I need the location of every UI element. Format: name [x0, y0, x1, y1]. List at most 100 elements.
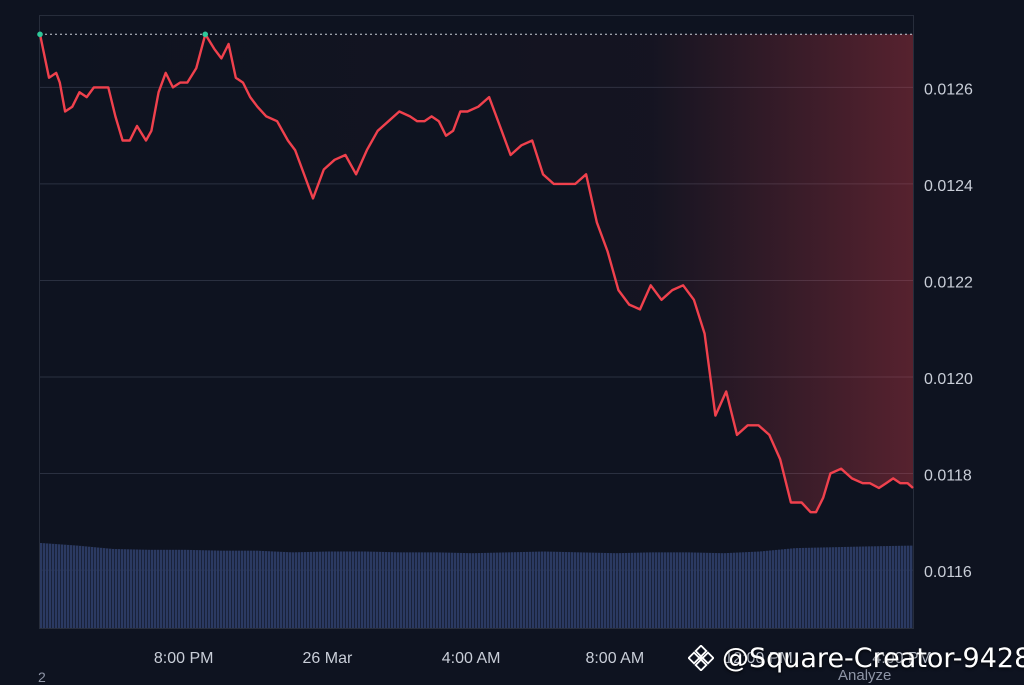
x-tick-label: 26 Mar: [303, 650, 353, 667]
volume-bar: [70, 545, 73, 628]
volume-bar: [49, 543, 52, 628]
volume-bar: [205, 550, 208, 628]
volume-bar: [556, 551, 559, 628]
volume-bar: [64, 544, 67, 628]
volume-bar: [463, 553, 466, 628]
volume-bar: [412, 552, 415, 628]
volume-bar: [607, 553, 610, 628]
volume-bar: [331, 551, 334, 628]
volume-bar: [877, 546, 880, 628]
volume-bar: [352, 551, 355, 628]
volume-bar: [874, 546, 877, 628]
volume-bar: [529, 551, 532, 628]
corner-label: 2: [38, 669, 46, 685]
volume-bar: [724, 553, 727, 628]
volume-bar: [79, 545, 82, 628]
x-tick-label: 8:00 AM: [585, 650, 644, 667]
volume-bar: [214, 550, 217, 628]
volume-bar: [670, 552, 673, 628]
volume-bar: [313, 551, 316, 628]
volume-bar: [688, 552, 691, 628]
volume-bar: [235, 550, 238, 628]
volume-bar: [130, 549, 133, 628]
volume-bar: [436, 552, 439, 628]
volume-bar: [271, 551, 274, 628]
volume-bar: [664, 552, 667, 628]
volume-bar: [880, 546, 883, 628]
volume-bar: [769, 550, 772, 628]
volume-bar: [838, 547, 841, 628]
volume-bar: [601, 552, 604, 628]
volume-bar: [505, 552, 508, 628]
volume-bar: [52, 543, 55, 628]
y-tick-label: 0.0124: [924, 178, 973, 195]
y-axis-ticks: 0.0126 0.0124 0.0122 0.0120 0.0118 0.0116: [924, 81, 973, 581]
volume-bar: [595, 552, 598, 628]
analyze-link[interactable]: Analyze: [838, 667, 892, 684]
volume-bar: [619, 553, 622, 628]
volume-bar: [718, 553, 721, 628]
volume-bar: [58, 544, 61, 628]
volume-bar: [370, 551, 373, 628]
volume-bar: [802, 547, 805, 628]
volume-bar: [211, 550, 214, 628]
volume-bar: [94, 547, 97, 628]
volume-bar: [871, 546, 874, 628]
volume-bar: [358, 551, 361, 628]
volume-bar: [709, 552, 712, 628]
volume-bar: [697, 552, 700, 628]
volume-bar: [661, 552, 664, 628]
volume-bar: [145, 549, 148, 628]
volume-bar: [646, 552, 649, 628]
volume-bar: [397, 552, 400, 628]
volume-bar: [151, 549, 154, 628]
volume-bar: [208, 550, 211, 628]
volume-bar: [292, 552, 295, 628]
volume-bar: [325, 551, 328, 628]
volume-bar: [889, 545, 892, 628]
volume-bar: [721, 553, 724, 628]
volume-bar: [76, 545, 79, 628]
volume-bar: [187, 549, 190, 628]
volume-bar: [493, 552, 496, 628]
volume-bar: [511, 552, 514, 628]
volume-bar: [817, 547, 820, 628]
volume-bar: [82, 546, 85, 628]
volume-bar: [112, 548, 115, 628]
volume-bar: [382, 551, 385, 628]
volume-bar: [85, 546, 88, 628]
volume-bar: [715, 553, 718, 628]
volume-bar: [655, 552, 658, 628]
volume-bar: [790, 548, 793, 628]
volume-bar: [448, 552, 451, 628]
volume-bar: [829, 547, 832, 628]
volume-bar: [760, 551, 763, 628]
volume-bar: [667, 552, 670, 628]
volume-bar: [742, 552, 745, 628]
volume-bar: [763, 551, 766, 628]
volume-bar: [757, 551, 760, 628]
volume-bar: [349, 551, 352, 628]
volume-bar: [157, 549, 160, 628]
volume-bar: [694, 552, 697, 628]
volume-bar: [55, 544, 58, 628]
volume-bar: [88, 546, 91, 628]
volume-bar: [805, 547, 808, 628]
volume-bar: [277, 551, 280, 628]
volume-bar: [520, 552, 523, 628]
x-tick-label: 4:00 AM: [442, 650, 501, 667]
volume-bar: [73, 545, 76, 628]
volume-bar: [127, 549, 130, 628]
volume-bar: [238, 550, 241, 628]
volume-bar: [67, 544, 70, 628]
volume-bar: [640, 552, 643, 628]
volume-bar: [751, 551, 754, 628]
volume-bar: [427, 552, 430, 628]
volume-bar: [460, 552, 463, 628]
volume-bar: [61, 544, 64, 628]
volume-bar: [706, 552, 709, 628]
volume-bar: [823, 547, 826, 628]
volume-bar: [691, 552, 694, 628]
volume-bar: [739, 552, 742, 628]
volume-bar: [265, 551, 268, 628]
